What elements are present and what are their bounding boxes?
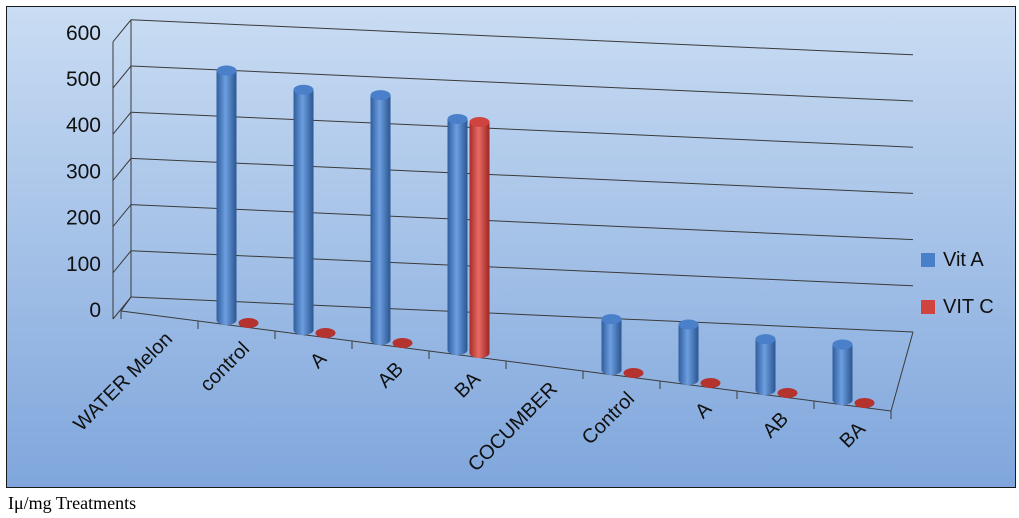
floor-left-edge xyxy=(120,296,132,312)
bar-top-ellipse xyxy=(755,334,776,345)
gridline-depth xyxy=(112,19,132,43)
bar-body xyxy=(601,319,622,375)
bar-vit-a xyxy=(678,319,699,385)
bar-vit-c xyxy=(392,338,413,348)
bar-top-ellipse xyxy=(601,314,622,325)
bar-vit-c xyxy=(623,368,644,378)
y-tick-label: 0 xyxy=(89,299,101,322)
floor-right-edge xyxy=(890,331,914,412)
bar-top-ellipse xyxy=(216,65,237,76)
legend-label-vit-a: Vit A xyxy=(943,249,984,271)
bar-body xyxy=(755,339,776,395)
y-tick-label: 200 xyxy=(66,207,101,230)
bar-vit-c xyxy=(469,117,490,359)
gridline xyxy=(130,157,914,194)
legend-swatch-vit-a xyxy=(921,253,935,267)
bar-top-ellipse xyxy=(370,90,391,101)
bar-vit-c xyxy=(700,378,721,388)
bar-vit-c xyxy=(777,388,798,398)
bar-vit-c xyxy=(238,318,259,328)
legend-swatch-vit-c xyxy=(921,300,935,314)
bar-base-ellipse xyxy=(777,388,798,398)
bars-layer xyxy=(216,65,875,408)
bar-top-ellipse xyxy=(469,117,490,127)
bar-vit-a xyxy=(447,114,468,355)
bar-body xyxy=(370,95,391,345)
y-tick-label: 400 xyxy=(66,114,101,137)
bar-vit-a xyxy=(832,339,853,405)
legend-layer: Vit A VIT C xyxy=(921,249,994,318)
bar-base-ellipse xyxy=(392,338,413,348)
gridline xyxy=(130,111,914,148)
grid-layer xyxy=(112,19,914,333)
bar-vit-a xyxy=(755,334,776,395)
bar-base-ellipse xyxy=(700,378,721,388)
bar-top-ellipse xyxy=(447,114,468,124)
bar-body xyxy=(469,122,490,359)
chart-frame: 0 100 200 300 400 500 600 WATER Melon control A AB… xyxy=(6,6,1016,488)
gridline xyxy=(130,19,914,56)
bar-top-ellipse xyxy=(678,319,699,330)
bar-vit-a xyxy=(216,65,237,325)
bar-body xyxy=(216,70,237,325)
gridline xyxy=(130,65,914,102)
y-tick-label: 500 xyxy=(66,68,101,91)
bar-vit-c xyxy=(315,328,336,338)
gridline-depth xyxy=(112,65,132,89)
bar-vit-a xyxy=(293,84,314,335)
y-tick-label: 300 xyxy=(66,160,101,183)
bar-base-ellipse xyxy=(854,398,875,408)
gridline-depth xyxy=(112,111,132,135)
bar-vit-c xyxy=(854,398,875,408)
bar-base-ellipse xyxy=(238,318,259,328)
y-tick-label: 600 xyxy=(66,22,101,45)
bar-body xyxy=(293,89,314,335)
bar-base-ellipse xyxy=(315,328,336,338)
plot-background xyxy=(7,7,1015,487)
legend-label-vit-c: VIT C xyxy=(943,296,994,318)
bar-body xyxy=(678,324,699,385)
bar-top-ellipse xyxy=(832,339,853,350)
gridline-depth xyxy=(112,204,132,227)
bar-top-ellipse xyxy=(293,84,314,95)
bar-vit-a xyxy=(370,90,391,345)
bar-vit-a xyxy=(601,314,622,375)
gridline-depth xyxy=(112,250,132,274)
chart-caption: Iμ/mg Treatments xyxy=(8,493,137,513)
gridline xyxy=(130,204,914,241)
y-tick-label: 100 xyxy=(66,253,101,276)
bar-base-ellipse xyxy=(623,368,644,378)
gridline xyxy=(130,250,914,287)
bar-body xyxy=(447,119,468,355)
bar-body xyxy=(832,344,853,405)
gridline-depth xyxy=(112,158,132,181)
gridline xyxy=(130,296,914,333)
